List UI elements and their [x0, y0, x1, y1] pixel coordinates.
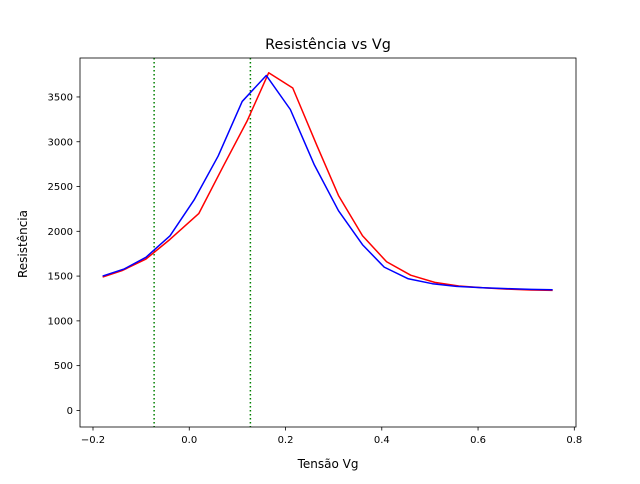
x-tick-label: 0.2	[278, 435, 294, 446]
y-tick-label: 500	[54, 361, 73, 372]
y-tick-label: 3500	[48, 93, 73, 104]
y-tick-label: 2500	[48, 182, 73, 193]
y-tick-label: 1500	[48, 272, 73, 283]
y-tick-label: 1000	[48, 316, 73, 327]
series-line-2	[102, 74, 553, 291]
x-axis-label: Tensão Vg	[297, 457, 359, 471]
series-lines	[102, 72, 553, 292]
x-tick-label: 0.0	[181, 435, 197, 446]
y-axis-label: Resistência	[16, 210, 30, 278]
y-tick-label: 0	[67, 406, 73, 417]
x-tick-label: −0.2	[81, 435, 105, 446]
x-axis-ticks: −0.2 0.0 0.2 0.4 0.6 0.8	[81, 427, 582, 446]
chart-title: Resistência vs Vg	[265, 37, 391, 53]
x-tick-label: 0.4	[374, 435, 390, 446]
y-tick-label: 3000	[48, 137, 73, 148]
x-tick-label: 0.6	[470, 435, 486, 446]
y-axis-ticks: 0 500 1000 1500 2000 2500 3000 3500	[48, 93, 80, 417]
reference-lines	[153, 58, 252, 427]
plot-area-frame	[79, 57, 577, 428]
x-tick-label: 0.8	[566, 435, 582, 446]
y-tick-label: 2000	[48, 227, 73, 238]
